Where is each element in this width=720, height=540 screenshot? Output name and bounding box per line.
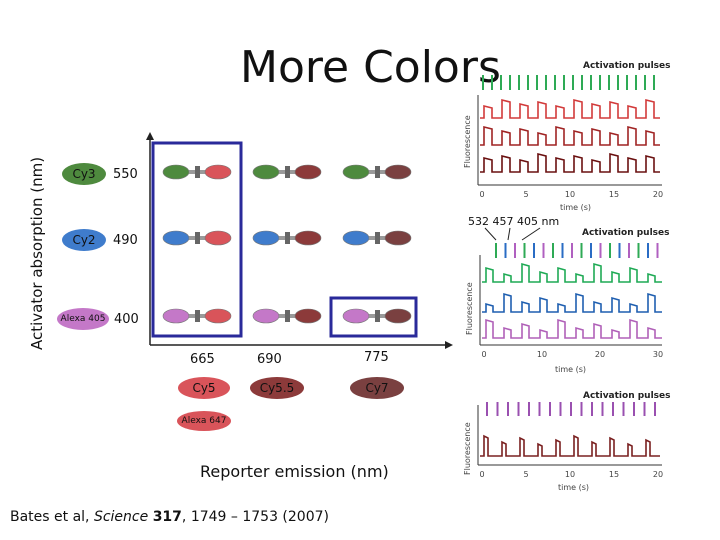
reporter-glyph [384, 164, 412, 180]
panel0-x-tick-label: 0 [479, 190, 484, 199]
fluorescence-trace [482, 292, 662, 313]
reporter-glyph [204, 308, 232, 324]
activator-cy3: Cy3 [62, 163, 106, 185]
reporter-glyph [294, 308, 322, 324]
reporter-axis-label: Reporter emission (nm) [200, 462, 389, 481]
activator-alexa405: Alexa 405 [57, 308, 109, 330]
slide-title: More Colors [240, 42, 501, 93]
alexa405-cy7-highlight [329, 296, 418, 338]
panel2-activation-label: Activation pulses [583, 391, 671, 401]
linker-knot-glyph [285, 310, 290, 322]
linker-knot-glyph [195, 166, 200, 178]
panel1-x-tick-label: 0 [481, 350, 486, 359]
dye-pair [162, 164, 232, 180]
dye-pair [252, 230, 322, 246]
panel1-x-tick-label: 20 [595, 350, 605, 359]
dye-pair [342, 230, 412, 246]
reporter-glyph [204, 164, 232, 180]
reporter-cy55-wavelength: 690 [257, 352, 282, 367]
dye-pairs [162, 164, 412, 324]
reporter-glyph [294, 164, 322, 180]
wavelength-arrow [521, 227, 541, 241]
fluorescence-trace [480, 98, 660, 119]
panel0-x-tick-label: 10 [565, 190, 575, 199]
panel1-y-axis-label: Fluorescence [465, 282, 474, 335]
panel1-x-axis-label: time (s) [555, 365, 586, 374]
reporter-cy55: Cy5.5 [250, 377, 304, 399]
dye-pair [162, 230, 232, 246]
activator-alexa405-wavelength: 400 [114, 312, 139, 327]
panel0-x-tick-label: 15 [609, 190, 619, 199]
panel-alexa405-cy7: Activation pulses 0 5 10 15 20 time (s) Fluores… [463, 391, 671, 492]
linker-knot-glyph [195, 310, 200, 322]
linker-knot-glyph [285, 166, 290, 178]
dye-pair [252, 308, 322, 324]
reporter-glyph [384, 230, 412, 246]
fluorescence-trace [480, 152, 660, 173]
reporter-cy5: Cy5 [178, 377, 230, 399]
activator-cy3-wavelength: 550 [113, 167, 138, 182]
fluorescence-trace [480, 434, 660, 457]
panel2-x-tick-label: 10 [565, 470, 575, 479]
reporter-glyph [384, 308, 412, 324]
x-axis-arrow [445, 341, 453, 349]
activator-cy2: Cy2 [62, 229, 106, 251]
wavelength-arrow [484, 227, 497, 241]
linker-knot-glyph [375, 166, 380, 178]
panel2-y-axis-label: Fluorescence [463, 422, 472, 475]
dye-pair [162, 308, 232, 324]
dye-pair [342, 164, 412, 180]
fluorescence-trace [482, 262, 662, 283]
reporter-glyph [294, 230, 322, 246]
panel0-y-axis-label: Fluorescence [463, 115, 472, 168]
reporter-cy7: Cy7 [350, 377, 404, 399]
fluorescence-trace [482, 318, 662, 339]
panel2-x-tick-label: 0 [479, 470, 484, 479]
panel2-x-tick-label: 5 [523, 470, 528, 479]
panel0-x-axis-label: time (s) [560, 203, 591, 212]
panel0-x-tick-label: 20 [653, 190, 663, 199]
reporter-glyph [204, 230, 232, 246]
linker-knot-glyph [375, 232, 380, 244]
panel0-x-tick-label: 5 [523, 190, 528, 199]
reporter-alexa647: Alexa 647 [177, 411, 231, 431]
panel2-x-axis-label: time (s) [558, 483, 589, 492]
linker-knot-glyph [375, 310, 380, 322]
activator-cy2-wavelength: 490 [113, 233, 138, 248]
panel-three-activators: 532 457 405 nm Activation pulses 0 10 20 30 ti… [465, 215, 670, 374]
panel2-x-tick-label: 15 [609, 470, 619, 479]
linker-knot-glyph [195, 232, 200, 244]
reporter-cy5-wavelength: 665 [190, 352, 215, 367]
panel1-x-tick-label: 30 [653, 350, 663, 359]
reporter-cy7-wavelength: 775 [364, 350, 389, 365]
panel1-activation-label: Activation pulses [582, 228, 670, 238]
panel2-x-tick-label: 20 [653, 470, 663, 479]
panel1-x-tick-label: 10 [537, 350, 547, 359]
linker-knot-glyph [285, 232, 290, 244]
citation: Bates et al, Science 317, 1749 – 1753 (2… [10, 509, 329, 525]
y-axis-arrow [146, 132, 154, 140]
panel1-wavelength-labels: 532 457 405 nm [468, 215, 559, 228]
panel-cy5-family: Activation pulses 0 5 10 15 20 time (s) Fluores… [463, 61, 671, 212]
dye-pair [342, 308, 412, 324]
wavelength-arrow [507, 227, 511, 241]
fluorescence-trace [480, 125, 660, 146]
cy5-column-highlight [151, 141, 243, 338]
panel0-activation-label: Activation pulses [583, 61, 671, 71]
dye-pair [252, 164, 322, 180]
